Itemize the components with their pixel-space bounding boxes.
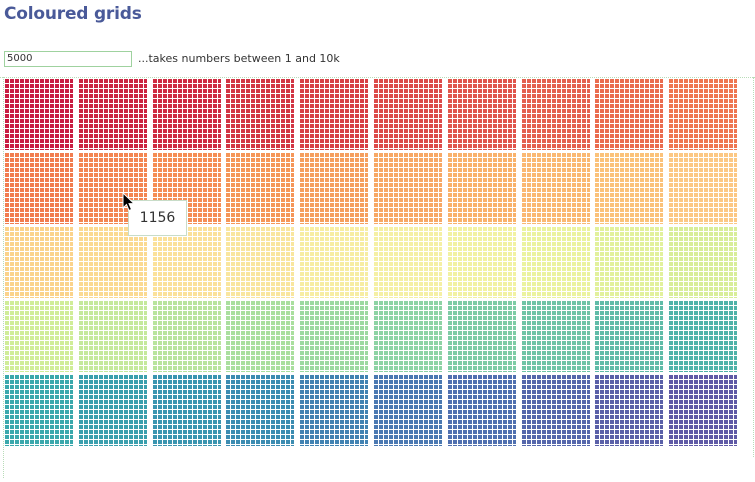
grid-tile[interactable] xyxy=(448,227,516,298)
grid-right-border xyxy=(753,77,754,457)
grid-tile[interactable] xyxy=(374,301,442,372)
grid-tile[interactable] xyxy=(669,227,737,298)
number-input[interactable] xyxy=(4,50,132,67)
grid-tile[interactable] xyxy=(522,227,590,298)
grid-tile[interactable] xyxy=(79,79,147,150)
grid-tile[interactable] xyxy=(300,153,368,224)
grid-tile[interactable] xyxy=(153,375,221,446)
grid-tile[interactable] xyxy=(226,301,294,372)
grid-tile[interactable] xyxy=(595,301,663,372)
grid-tile[interactable] xyxy=(669,375,737,446)
input-hint: ...takes numbers between 1 and 10k xyxy=(138,52,340,65)
controls-bar: ...takes numbers between 1 and 10k xyxy=(4,49,340,68)
grid-tile[interactable] xyxy=(5,79,73,150)
value-tooltip: 1156 xyxy=(128,200,187,236)
grid-tile[interactable] xyxy=(522,153,590,224)
grid-tile[interactable] xyxy=(595,375,663,446)
grid-tile[interactable] xyxy=(79,301,147,372)
grid-tile[interactable] xyxy=(153,301,221,372)
grid-tile[interactable] xyxy=(448,153,516,224)
grid-tile[interactable] xyxy=(522,79,590,150)
grid-tile[interactable] xyxy=(79,375,147,446)
grid-tile[interactable] xyxy=(374,227,442,298)
grid-tile[interactable] xyxy=(5,375,73,446)
grid-tile[interactable] xyxy=(374,375,442,446)
grid-tile[interactable] xyxy=(300,301,368,372)
page-title: Coloured grids xyxy=(4,4,142,24)
grid-tile[interactable] xyxy=(226,153,294,224)
grid-tile[interactable] xyxy=(153,79,221,150)
grid-tile[interactable] xyxy=(300,79,368,150)
grid-tile[interactable] xyxy=(300,227,368,298)
grid-tile[interactable] xyxy=(522,301,590,372)
grid-top-border xyxy=(0,77,755,78)
tooltip-text: 1156 xyxy=(139,210,176,226)
grid-tile[interactable] xyxy=(226,375,294,446)
grid-tile[interactable] xyxy=(669,79,737,150)
grid-tile[interactable] xyxy=(226,79,294,150)
mouse-pointer-icon xyxy=(122,192,136,212)
grid-tile[interactable] xyxy=(5,153,73,224)
grid-tile[interactable] xyxy=(448,301,516,372)
grid-tile[interactable] xyxy=(374,79,442,150)
grid-tile[interactable] xyxy=(79,227,147,298)
grid-tile[interactable] xyxy=(448,79,516,150)
grid-tile[interactable] xyxy=(374,153,442,224)
grid-tile[interactable] xyxy=(595,227,663,298)
grid-tile[interactable] xyxy=(153,227,221,298)
grid-tile[interactable] xyxy=(5,301,73,372)
grid-tile[interactable] xyxy=(300,375,368,446)
grid-tile[interactable] xyxy=(595,79,663,150)
grid-tile[interactable] xyxy=(226,227,294,298)
grid-tile[interactable] xyxy=(522,375,590,446)
grid-left-border xyxy=(3,77,4,478)
grid-tile[interactable] xyxy=(669,153,737,224)
grid-tile[interactable] xyxy=(448,375,516,446)
grid-tile[interactable] xyxy=(5,227,73,298)
grid-tile[interactable] xyxy=(595,153,663,224)
grid-tile[interactable] xyxy=(669,301,737,372)
